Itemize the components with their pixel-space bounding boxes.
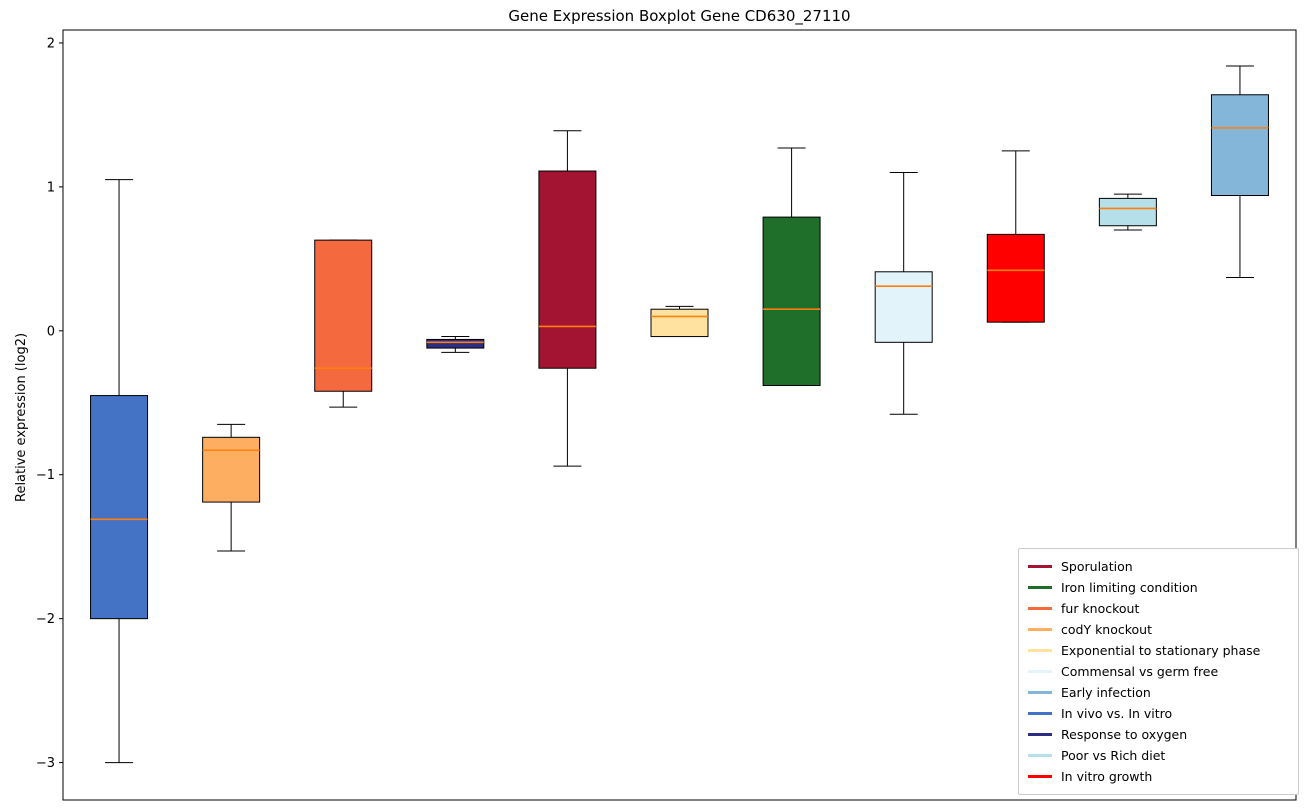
legend-swatch [1028, 607, 1052, 610]
legend-swatch [1028, 754, 1052, 757]
legend-item: Sporulation [1028, 556, 1290, 577]
legend-item: codY knockout [1028, 619, 1290, 640]
legend-swatch [1028, 565, 1052, 568]
legend-label: Poor vs Rich diet [1061, 748, 1166, 763]
legend-item: In vitro growth [1028, 766, 1290, 787]
legend-swatch [1028, 649, 1052, 652]
y-tick-label: 1 [47, 180, 55, 195]
box [538, 170, 597, 369]
boxplot-series-7 [874, 171, 933, 415]
legend-label: Exponential to stationary phase [1061, 643, 1261, 658]
box [1210, 94, 1269, 197]
legend-label: Commensal vs germ free [1061, 664, 1219, 679]
boxplot-series-1 [202, 423, 261, 552]
legend-swatch [1028, 775, 1052, 778]
legend-label: Response to oxygen [1061, 727, 1188, 742]
legend-label: Sporulation [1061, 559, 1133, 574]
y-axis-label: Relative expression (log2) [14, 332, 29, 502]
box [1098, 197, 1157, 227]
boxplot-series-3 [426, 336, 485, 353]
legend-label: In vitro growth [1061, 769, 1153, 784]
y-tick-label: 2 [47, 36, 55, 51]
legend-item: fur knockout [1028, 598, 1290, 619]
boxplot-series-5 [650, 305, 709, 338]
legend-label: fur knockout [1061, 601, 1140, 616]
legend-item: Exponential to stationary phase [1028, 640, 1290, 661]
box [650, 308, 709, 338]
chart-title: Gene Expression Boxplot Gene CD630_27110 [508, 7, 851, 25]
y-tick-label: −3 [36, 756, 55, 771]
legend-item: Commensal vs germ free [1028, 661, 1290, 682]
box [314, 239, 373, 392]
y-tick-label: −1 [36, 468, 55, 483]
boxplot-series-2 [314, 239, 373, 408]
legend-swatch [1028, 691, 1052, 694]
y-tick-label: −2 [36, 612, 55, 627]
box [874, 271, 933, 343]
box [986, 233, 1045, 323]
boxplot-series-6 [762, 147, 821, 386]
legend: Sporulation Iron limiting condition fur kn… [1018, 548, 1299, 795]
box [90, 395, 149, 620]
box [762, 216, 821, 386]
legend-swatch [1028, 670, 1052, 673]
legend-item: In vivo vs. In vitro [1028, 703, 1290, 724]
legend-label: Iron limiting condition [1061, 580, 1198, 595]
y-tick-label: 0 [47, 324, 55, 339]
legend-swatch [1028, 733, 1052, 736]
boxplot-series-10 [1210, 65, 1269, 279]
legend-item: Poor vs Rich diet [1028, 745, 1290, 766]
legend-swatch [1028, 586, 1052, 589]
box [202, 436, 261, 503]
boxplot-series-8 [986, 150, 1045, 323]
legend-label: In vivo vs. In vitro [1061, 706, 1173, 721]
legend-swatch [1028, 712, 1052, 715]
plot-frame [62, 29, 1297, 801]
legend-item: Response to oxygen [1028, 724, 1290, 745]
legend-item: Iron limiting condition [1028, 577, 1290, 598]
boxplot-series-0 [90, 179, 149, 764]
legend-item: Early infection [1028, 682, 1290, 703]
legend-swatch [1028, 628, 1052, 631]
legend-label: codY knockout [1061, 622, 1153, 637]
box [426, 338, 485, 349]
boxplot-series-4 [538, 130, 597, 467]
legend-label: Early infection [1061, 685, 1151, 700]
boxplot-series-9 [1098, 193, 1157, 231]
